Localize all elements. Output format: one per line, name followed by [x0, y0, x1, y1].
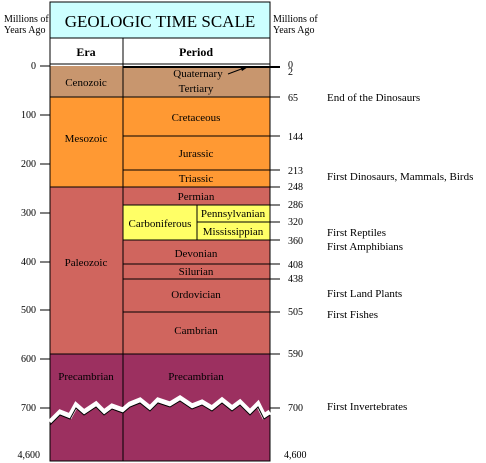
- era-mesozoic-block: [50, 97, 123, 187]
- era-heading-cell: [49, 37, 124, 65]
- scale-break-zigzag-bottom: [48, 395, 272, 424]
- left-tick-label: 4,600: [18, 450, 41, 461]
- subperiod-label-mississippian: Mississippian: [203, 226, 264, 238]
- left-tick-label: 0: [31, 61, 36, 72]
- left-tick-label: 300: [21, 208, 36, 219]
- right-tick-label: 213: [288, 166, 303, 177]
- period-label-triassic: Triassic: [179, 173, 214, 185]
- period-boundaries: [50, 96, 270, 355]
- right-tick-label: 0: [288, 60, 293, 71]
- left-axis-label-line2: Years Ago: [4, 25, 46, 36]
- left-tick-label: 600: [21, 354, 36, 365]
- era-label-paleozoic: Paleozoic: [65, 257, 108, 269]
- period-label-quaternary: Quaternary: [173, 68, 223, 80]
- era-heading: Era: [76, 45, 95, 59]
- event-label: End of the Dinosaurs: [327, 92, 420, 104]
- right-tick-label: 4,600: [284, 450, 307, 461]
- period-label-cretaceous: Cretaceous: [172, 112, 221, 124]
- right-tick-label: 360: [288, 236, 303, 247]
- period-heading: Period: [179, 45, 213, 59]
- era-label-mesozoic: Mesozoic: [65, 133, 108, 145]
- right-axis-labels: 0 2 65 144 213 248 286 320 360 408 438 5…: [284, 60, 307, 461]
- right-tick-label: 700: [288, 403, 303, 414]
- event-annotations: End of the Dinosaurs First Dinosaurs, Ma…: [327, 92, 473, 413]
- event-label: First Amphibians: [327, 241, 403, 253]
- right-tick-label: 65: [288, 93, 298, 104]
- right-tick-label: 286: [288, 200, 303, 211]
- right-axis-ticks: [270, 96, 280, 409]
- era-cenozoic-block: [50, 66, 123, 97]
- subperiod-label-pennsylvanian: Pennsylvanian: [201, 208, 266, 220]
- scale-break-zigzag-top: [49, 400, 271, 426]
- right-tick-label: 320: [288, 217, 303, 228]
- right-tick-label: 248: [288, 182, 303, 193]
- period-label-carboniferous: Carboniferous: [129, 218, 192, 230]
- left-axis-ticks: [40, 65, 50, 409]
- period-label-devonian: Devonian: [175, 248, 218, 260]
- left-tick-label: 500: [21, 305, 36, 316]
- right-tick-label: 408: [288, 260, 303, 271]
- page-title: GEOLOGIC TIME SCALE: [65, 12, 255, 31]
- period-label-cambrian: Cambrian: [174, 325, 218, 337]
- era-label-cenozoic: Cenozoic: [65, 77, 107, 89]
- left-tick-label: 400: [21, 257, 36, 268]
- left-axis-label-line1: Millions of: [4, 14, 49, 25]
- event-label: First Fishes: [327, 309, 378, 321]
- right-tick-label: 590: [288, 349, 303, 360]
- left-axis-labels: 0 100 200 300 400 500 600 700 4,600: [18, 61, 41, 461]
- title-cell: [49, 1, 271, 39]
- period-label-permian: Permian: [178, 191, 215, 203]
- event-label: First Invertebrates: [327, 401, 407, 413]
- right-axis-label-line1: Millions of: [273, 14, 318, 25]
- era-paleozoic-block: [50, 187, 123, 354]
- quaternary-pointer-arrowhead: [240, 66, 248, 71]
- period-label-tertiary: Tertiary: [179, 83, 214, 95]
- period-label-jurassic: Jurassic: [179, 148, 214, 160]
- left-tick-label: 100: [21, 110, 36, 121]
- period-label-silurian: Silurian: [179, 266, 214, 278]
- right-tick-label: 438: [288, 274, 303, 285]
- period-cenozoic-block: [123, 66, 270, 97]
- era-label-precambrian: Precambrian: [58, 371, 114, 383]
- event-label: First Dinosaurs, Mammals, Birds: [327, 171, 473, 183]
- event-label: First Reptiles: [327, 227, 386, 239]
- right-tick-label: 505: [288, 307, 303, 318]
- right-tick-label: 2: [288, 67, 293, 78]
- event-label: First Land Plants: [327, 288, 402, 300]
- left-tick-label: 700: [21, 403, 36, 414]
- period-label-ordovician: Ordovician: [171, 289, 221, 301]
- left-tick-label: 200: [21, 159, 36, 170]
- period-mesozoic-block: [123, 97, 270, 187]
- period-label-precambrian: Precambrian: [168, 371, 224, 383]
- right-tick-label: 144: [288, 132, 303, 143]
- right-axis-label-line2: Years Ago: [273, 25, 315, 36]
